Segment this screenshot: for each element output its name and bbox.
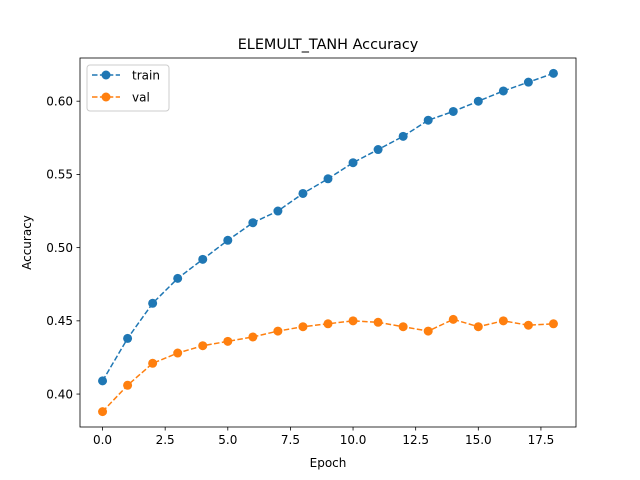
data-point-val bbox=[423, 326, 433, 336]
data-point-val bbox=[548, 319, 558, 329]
data-point-train bbox=[148, 298, 158, 308]
plot-frame bbox=[79, 57, 577, 428]
data-point-val bbox=[473, 322, 483, 332]
chart-title: ELEMULT_TANH Accuracy bbox=[238, 37, 419, 53]
data-point-train bbox=[273, 206, 283, 216]
legend-label-train: train bbox=[132, 68, 160, 82]
data-point-val bbox=[198, 341, 208, 351]
data-point-val bbox=[373, 317, 383, 327]
data-point-val bbox=[273, 326, 283, 336]
data-point-val bbox=[173, 348, 183, 358]
data-point-val bbox=[123, 380, 133, 390]
legend-label-val: val bbox=[132, 90, 150, 104]
data-point-train bbox=[373, 145, 383, 155]
data-point-val bbox=[523, 320, 533, 330]
data-point-train bbox=[223, 235, 233, 245]
x-tick-label: 15.0 bbox=[465, 433, 492, 447]
y-tick-label: 0.55 bbox=[46, 168, 73, 182]
data-point-train bbox=[398, 131, 408, 141]
x-axis-label: Epoch bbox=[310, 456, 347, 470]
data-point-val bbox=[148, 358, 158, 368]
data-point-val bbox=[98, 407, 108, 417]
data-point-val bbox=[398, 322, 408, 332]
data-point-train bbox=[498, 86, 508, 96]
y-tick-label: 0.40 bbox=[46, 387, 73, 401]
data-point-val bbox=[348, 316, 358, 326]
legend-marker-val bbox=[101, 92, 111, 102]
x-axis-ticks: 0.0 2.5 5.0 7.5 10.0 12.5 15.0 17.5 bbox=[93, 427, 554, 447]
y-tick-label: 0.60 bbox=[46, 94, 73, 108]
data-point-val bbox=[248, 332, 258, 342]
x-tick-label: 17.5 bbox=[528, 433, 555, 447]
data-point-train bbox=[198, 254, 208, 264]
x-tick-label: 2.5 bbox=[156, 433, 175, 447]
x-tick-label: 5.0 bbox=[218, 433, 237, 447]
data-point-train bbox=[473, 96, 483, 106]
data-point-train bbox=[323, 174, 333, 184]
y-tick-label: 0.50 bbox=[46, 241, 73, 255]
data-point-val bbox=[448, 314, 458, 324]
data-point-train bbox=[523, 77, 533, 87]
x-tick-label: 12.5 bbox=[402, 433, 429, 447]
data-point-val bbox=[223, 336, 233, 346]
data-point-train bbox=[98, 376, 108, 386]
x-tick-label: 7.5 bbox=[281, 433, 300, 447]
y-tick-label: 0.45 bbox=[46, 314, 73, 328]
series-layer bbox=[98, 68, 558, 417]
legend: train val bbox=[86, 64, 170, 112]
y-axis-label: Accuracy bbox=[20, 215, 34, 270]
data-point-train bbox=[423, 115, 433, 125]
data-point-train bbox=[123, 333, 133, 343]
data-point-val bbox=[298, 322, 308, 332]
data-point-train bbox=[548, 68, 558, 78]
data-point-val bbox=[323, 319, 333, 329]
data-point-train bbox=[298, 188, 308, 198]
data-point-val bbox=[498, 316, 508, 326]
legend-marker-train bbox=[101, 70, 111, 80]
y-axis-ticks: 0.40 0.45 0.50 0.55 0.60 bbox=[46, 94, 80, 401]
x-tick-label: 10.0 bbox=[340, 433, 367, 447]
x-tick-label: 0.0 bbox=[93, 433, 112, 447]
data-point-train bbox=[448, 106, 458, 116]
data-point-train bbox=[173, 273, 183, 283]
data-point-train bbox=[348, 158, 358, 168]
data-point-train bbox=[248, 218, 258, 228]
